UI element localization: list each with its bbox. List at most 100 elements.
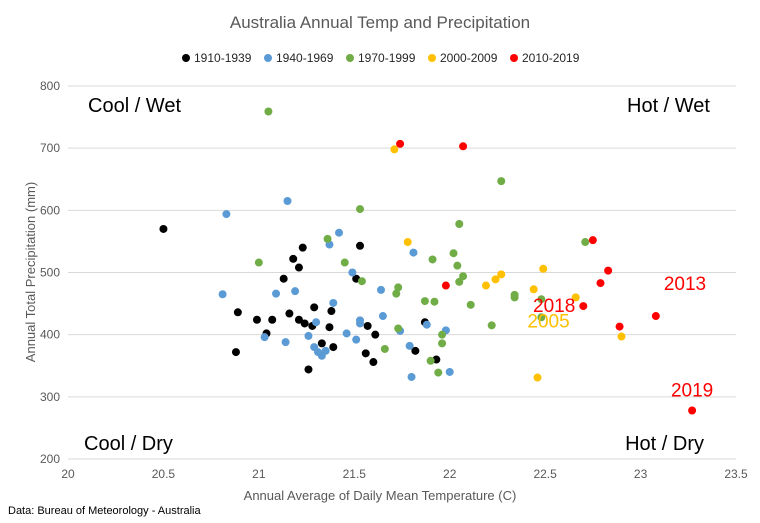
data-point [453,261,462,270]
source-note: Data: Bureau of Meteorology - Australia [8,505,201,517]
data-point [260,333,269,342]
data-point [310,303,319,312]
data-point [537,313,546,322]
data-point [304,331,313,340]
data-point [459,142,468,151]
data-point [441,281,450,290]
data-point [268,315,277,324]
data-point [571,293,580,302]
data-point [252,315,261,324]
y-tick-label: 800 [40,79,60,93]
data-point [289,254,298,263]
data-point [459,272,468,281]
data-point [369,358,378,367]
legend-marker [264,54,272,62]
data-point [579,302,588,311]
legend-marker [182,54,190,62]
legend-marker [428,54,436,62]
data-point [430,297,439,306]
data-point [321,346,330,355]
legend-item: 2010-2019 [510,51,580,65]
quadrant-label: Cool / Dry [84,433,173,455]
x-tick-label: 20.5 [152,467,176,481]
data-point [449,249,458,258]
data-point [312,318,321,327]
data-point [231,348,240,357]
data-point [420,297,429,306]
data-point [222,210,231,219]
x-tick-label: 22 [443,467,457,481]
data-point [352,335,361,344]
data-point [455,220,464,229]
y-tick-label: 300 [40,390,60,404]
y-tick-label: 200 [40,452,60,466]
data-point [537,295,546,304]
data-point [497,177,506,186]
point-label: 2013 [664,274,706,295]
data-point [651,312,660,321]
data-point [279,274,288,283]
quadrant-label: Hot / Dry [625,433,704,455]
data-point [539,264,548,273]
data-point [481,281,490,290]
legend-label: 2010-2019 [522,51,580,65]
data-point [422,320,431,329]
data-point [529,285,538,294]
data-point [378,312,387,321]
y-tick-label: 500 [40,266,60,280]
data-point [466,300,475,309]
data-point [264,107,273,116]
legend-label: 2000-2009 [440,51,498,65]
legend-label: 1910-1939 [194,51,252,65]
point-label: 2005 [527,311,569,332]
data-point [304,365,313,374]
data-point [340,258,349,267]
x-tick-label: 22.5 [533,467,557,481]
data-point [581,238,590,247]
data-point [615,322,624,331]
gridlines [68,85,736,460]
data-point [348,268,357,277]
data-point [428,255,437,264]
data-point [356,241,365,250]
chart-title: Australia Annual Temp and Precipitation [230,13,530,32]
data-point [327,307,336,316]
data-point [233,308,242,317]
data-point [604,266,613,275]
x-tick-label: 20 [61,467,75,481]
legend-item: 1970-1999 [346,51,416,65]
x-tick-label: 21 [252,467,266,481]
data-point [329,298,338,307]
data-point [371,330,380,339]
legend-item: 1940-1969 [264,51,334,65]
data-point [363,321,372,330]
legend-label: 1940-1969 [276,51,334,65]
data-point [405,341,414,350]
point-label: 2019 [671,381,713,402]
y-tick-label: 700 [40,141,60,155]
data-point [159,224,168,233]
data-point [438,330,447,339]
legend-item: 2000-2009 [428,51,498,65]
y-tick-label: 600 [40,203,60,217]
data-point [357,277,366,286]
data-point [291,287,300,296]
legend-marker [346,54,354,62]
x-axis-ticks: 20 20.5 21 21.5 22 22.5 23 23.5 [61,467,748,481]
data-point [281,338,290,347]
data-point [617,332,626,341]
data-point [510,293,519,302]
data-point [254,258,263,267]
data-point [497,270,506,279]
legend-item: 1910-1939 [182,51,252,65]
data-point [588,236,597,245]
legend-marker [510,54,518,62]
data-point [218,290,227,299]
quadrant-label: Hot / Wet [627,95,710,117]
data-point [445,367,454,376]
data-point [491,275,500,284]
data-point [356,319,365,328]
x-tick-label: 23 [634,467,648,481]
data-point [596,279,605,288]
